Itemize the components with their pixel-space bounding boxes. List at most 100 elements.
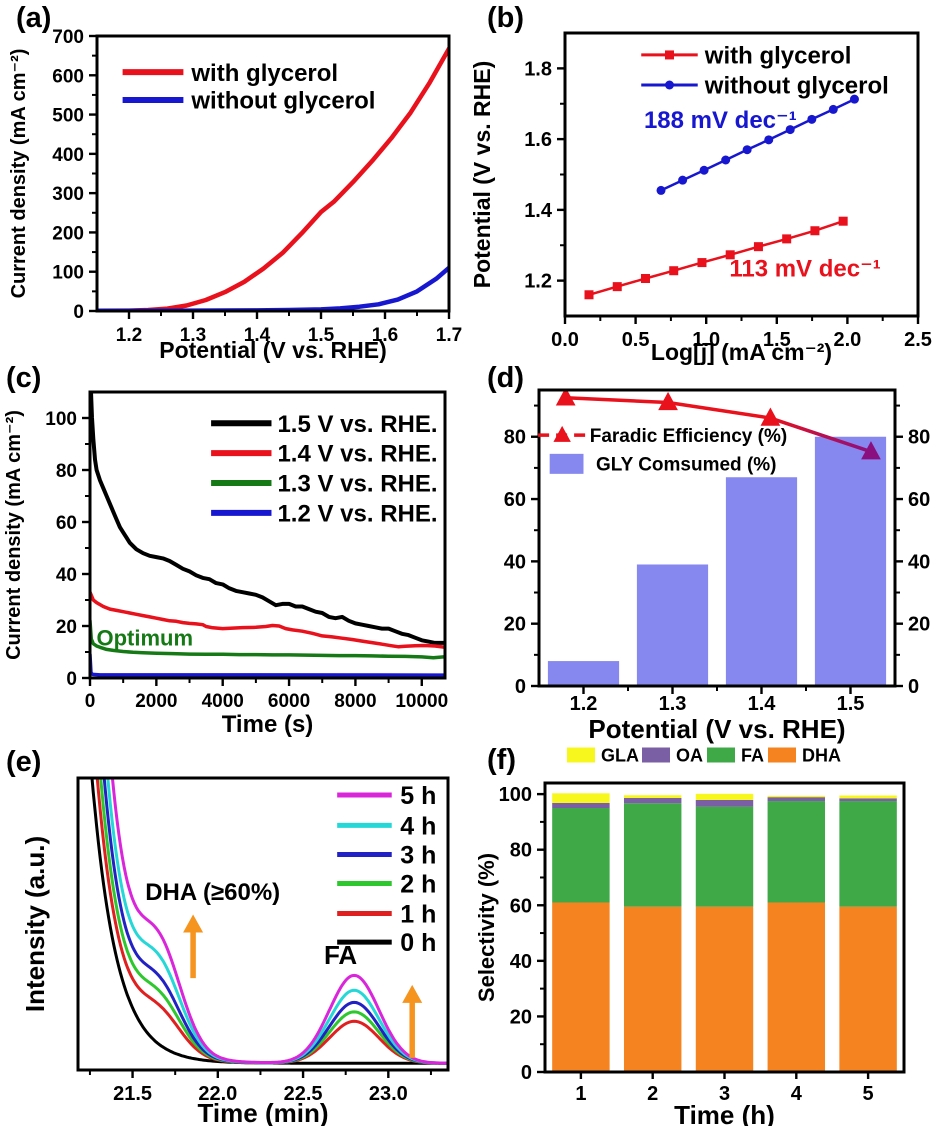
y-tick-label: 60 (56, 513, 77, 534)
legend-label: 3 h (400, 842, 436, 870)
panel-f-stack-5-fa (839, 801, 897, 907)
panel-f-stack-1-oa (552, 803, 610, 809)
y-tick-label: 0 (73, 302, 84, 323)
panel-c-annotation-optimum: Optimum (96, 625, 193, 650)
y-tick-label: 0 (515, 676, 526, 698)
panel-f-stack-4-gla (767, 795, 826, 798)
panel-f-stack-5-gla (839, 795, 897, 799)
legend-label: OA (676, 745, 703, 765)
marker-triangle (553, 425, 571, 442)
legend-label: without glycerol (704, 73, 889, 100)
marker-circle (764, 135, 774, 145)
y-tick-label: 20 (56, 617, 77, 638)
legend-item-gly-comsumed: GLY Comsumed (%) (549, 453, 777, 476)
x-tick-label: 1.2 (570, 693, 598, 715)
legend-item-faradic-efficiency: Faradic Efficiency (%) (538, 425, 787, 447)
panel-e-annotation-dha-60: DHA (≥60%) (145, 879, 280, 906)
panel-f-y-axis-title: Selectivity (%) (474, 853, 499, 1002)
y-tick-label: 80 (510, 840, 532, 862)
panel-f-stack-1-fa (552, 808, 610, 903)
marker-triangle (861, 441, 881, 460)
panel-a: 1.2 1.3 1.4 1.5 1.6 1.7 0 100 200 300 400 500 600 700… (8, 27, 462, 363)
x-tick-label: 1.7 (436, 325, 462, 346)
y-tick-label: 100 (52, 263, 84, 284)
panel-d-label: (d) (487, 362, 525, 394)
panel-f-stack-1-dha (552, 902, 610, 1072)
panel-c-x-axis: 0 2000 4000 6000 8000 10000 (85, 678, 448, 712)
panel-c-legend: 1.5 V vs. RHE. 1.4 V vs. RHE. 1.3 V vs. RH… (211, 411, 438, 528)
legend-label: 1.4 V vs. RHE. (277, 441, 437, 468)
y2-tick-label: 0 (908, 676, 919, 698)
x-tick-label: 6000 (268, 691, 310, 712)
legend-item-1-4-v-vs-rhe: 1.4 V vs. RHE. (211, 441, 438, 468)
legend-item-1-2-v-vs-rhe: 1.2 V vs. RHE. (211, 501, 438, 528)
panel-f-label: (f) (487, 744, 516, 776)
legend-item-1-h: 1 h (337, 900, 436, 928)
y-tick-label: 1.8 (524, 58, 552, 80)
marker-square (669, 266, 679, 276)
panel-b-label: (b) (487, 2, 525, 34)
x-tick-label: 1.6 (372, 325, 398, 346)
panel-e-label: (e) (6, 746, 42, 778)
panel-c-frame (88, 390, 447, 680)
legend-item-1-3-v-vs-rhe: 1.3 V vs. RHE. (211, 471, 438, 498)
panel-e-series-1-h (95, 778, 448, 1065)
marker-square (664, 50, 674, 60)
panel-e-y-axis-title: Intensity (a.u.) (20, 836, 50, 1012)
panel-a-label: (a) (16, 2, 52, 34)
legend-item-0-h: 0 h (337, 929, 436, 957)
panel-d-bar-1.4 (725, 477, 798, 686)
panel-e-x-axis-title: Time (min) (198, 1098, 329, 1126)
panel-f-stack-4-dha (767, 902, 826, 1072)
panel-b-plot-area (584, 94, 859, 300)
y-tick-label: 600 (52, 66, 84, 87)
marker-circle (828, 104, 838, 114)
panel-f-plot-area (552, 793, 897, 1072)
legend-item-oa: OA (642, 745, 703, 765)
marker-square (697, 258, 707, 268)
y-tick-label: 60 (510, 895, 532, 917)
x-tick-label: 5 (863, 1083, 874, 1105)
panel-b-y-axis-title: Potential (V vs. RHE) (469, 61, 495, 288)
panel-f-stack-3-dha (695, 906, 754, 1072)
panel-f-stack-2-fa (623, 803, 682, 907)
x-tick-label: 23.0 (369, 1083, 408, 1105)
y-tick-label: 200 (52, 223, 84, 244)
y-tick-label: 20 (510, 1006, 532, 1028)
y-tick-label: 80 (56, 461, 77, 482)
marker-triangle (555, 390, 576, 406)
legend-label: 4 h (400, 812, 436, 840)
panel-d-x-axis: 1.2 1.3 1.4 1.5 (570, 686, 864, 715)
x-tick-label: 2 (647, 1083, 658, 1105)
panel-c-label: (c) (6, 362, 42, 394)
panel-b-series-without-glycerol (659, 97, 856, 192)
y-tick-label: 1.4 (524, 200, 553, 222)
panel-f-stack-1-gla (552, 793, 610, 804)
y-tick-label: 1.2 (524, 271, 552, 293)
legend-item-1-5-v-vs-rhe: 1.5 V vs. RHE. (211, 411, 438, 438)
y2-tick-label: 40 (908, 551, 930, 573)
panel-b: 0.0 0.5 1.0 1.5 2.0 2.5 1.2 1.4 1.6 1.8 Log[j] (mA… (469, 31, 932, 365)
panel-a-y-axis: 0 100 200 300 400 500 600 700 (52, 27, 97, 323)
panel-e-up-arrow-icon (183, 914, 204, 979)
x-tick-label: 22.5 (284, 1083, 323, 1105)
x-tick-label: 1.4 (244, 325, 271, 346)
marker-square (725, 250, 735, 260)
marker-circle (721, 155, 731, 165)
x-tick-label: 1 (575, 1083, 586, 1105)
panel-f-stack-3-gla (695, 793, 754, 800)
legend-item-3-h: 3 h (337, 842, 436, 870)
x-tick-label: 0.5 (622, 329, 650, 351)
panel-f-x-axis: 1 2 3 4 5 (575, 1072, 874, 1105)
panel-e-series-3-h (102, 778, 448, 1065)
legend-item-without-glycerol: without glycerol (641, 73, 889, 100)
marker-circle (656, 185, 666, 195)
panel-f-legend: GLA OA FA DHA (567, 745, 841, 765)
x-tick-label: 1.4 (748, 693, 777, 715)
x-tick-label: 2000 (135, 691, 177, 712)
y-tick-label: 0 (521, 1062, 532, 1084)
panel-c-x-axis-title: Time (s) (222, 711, 314, 738)
marker-circle (664, 80, 674, 90)
